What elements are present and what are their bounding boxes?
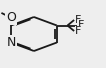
- Text: F: F: [78, 20, 84, 31]
- Text: O: O: [6, 11, 16, 24]
- Text: F: F: [75, 26, 81, 36]
- Text: F: F: [75, 15, 81, 25]
- Text: N: N: [6, 36, 16, 49]
